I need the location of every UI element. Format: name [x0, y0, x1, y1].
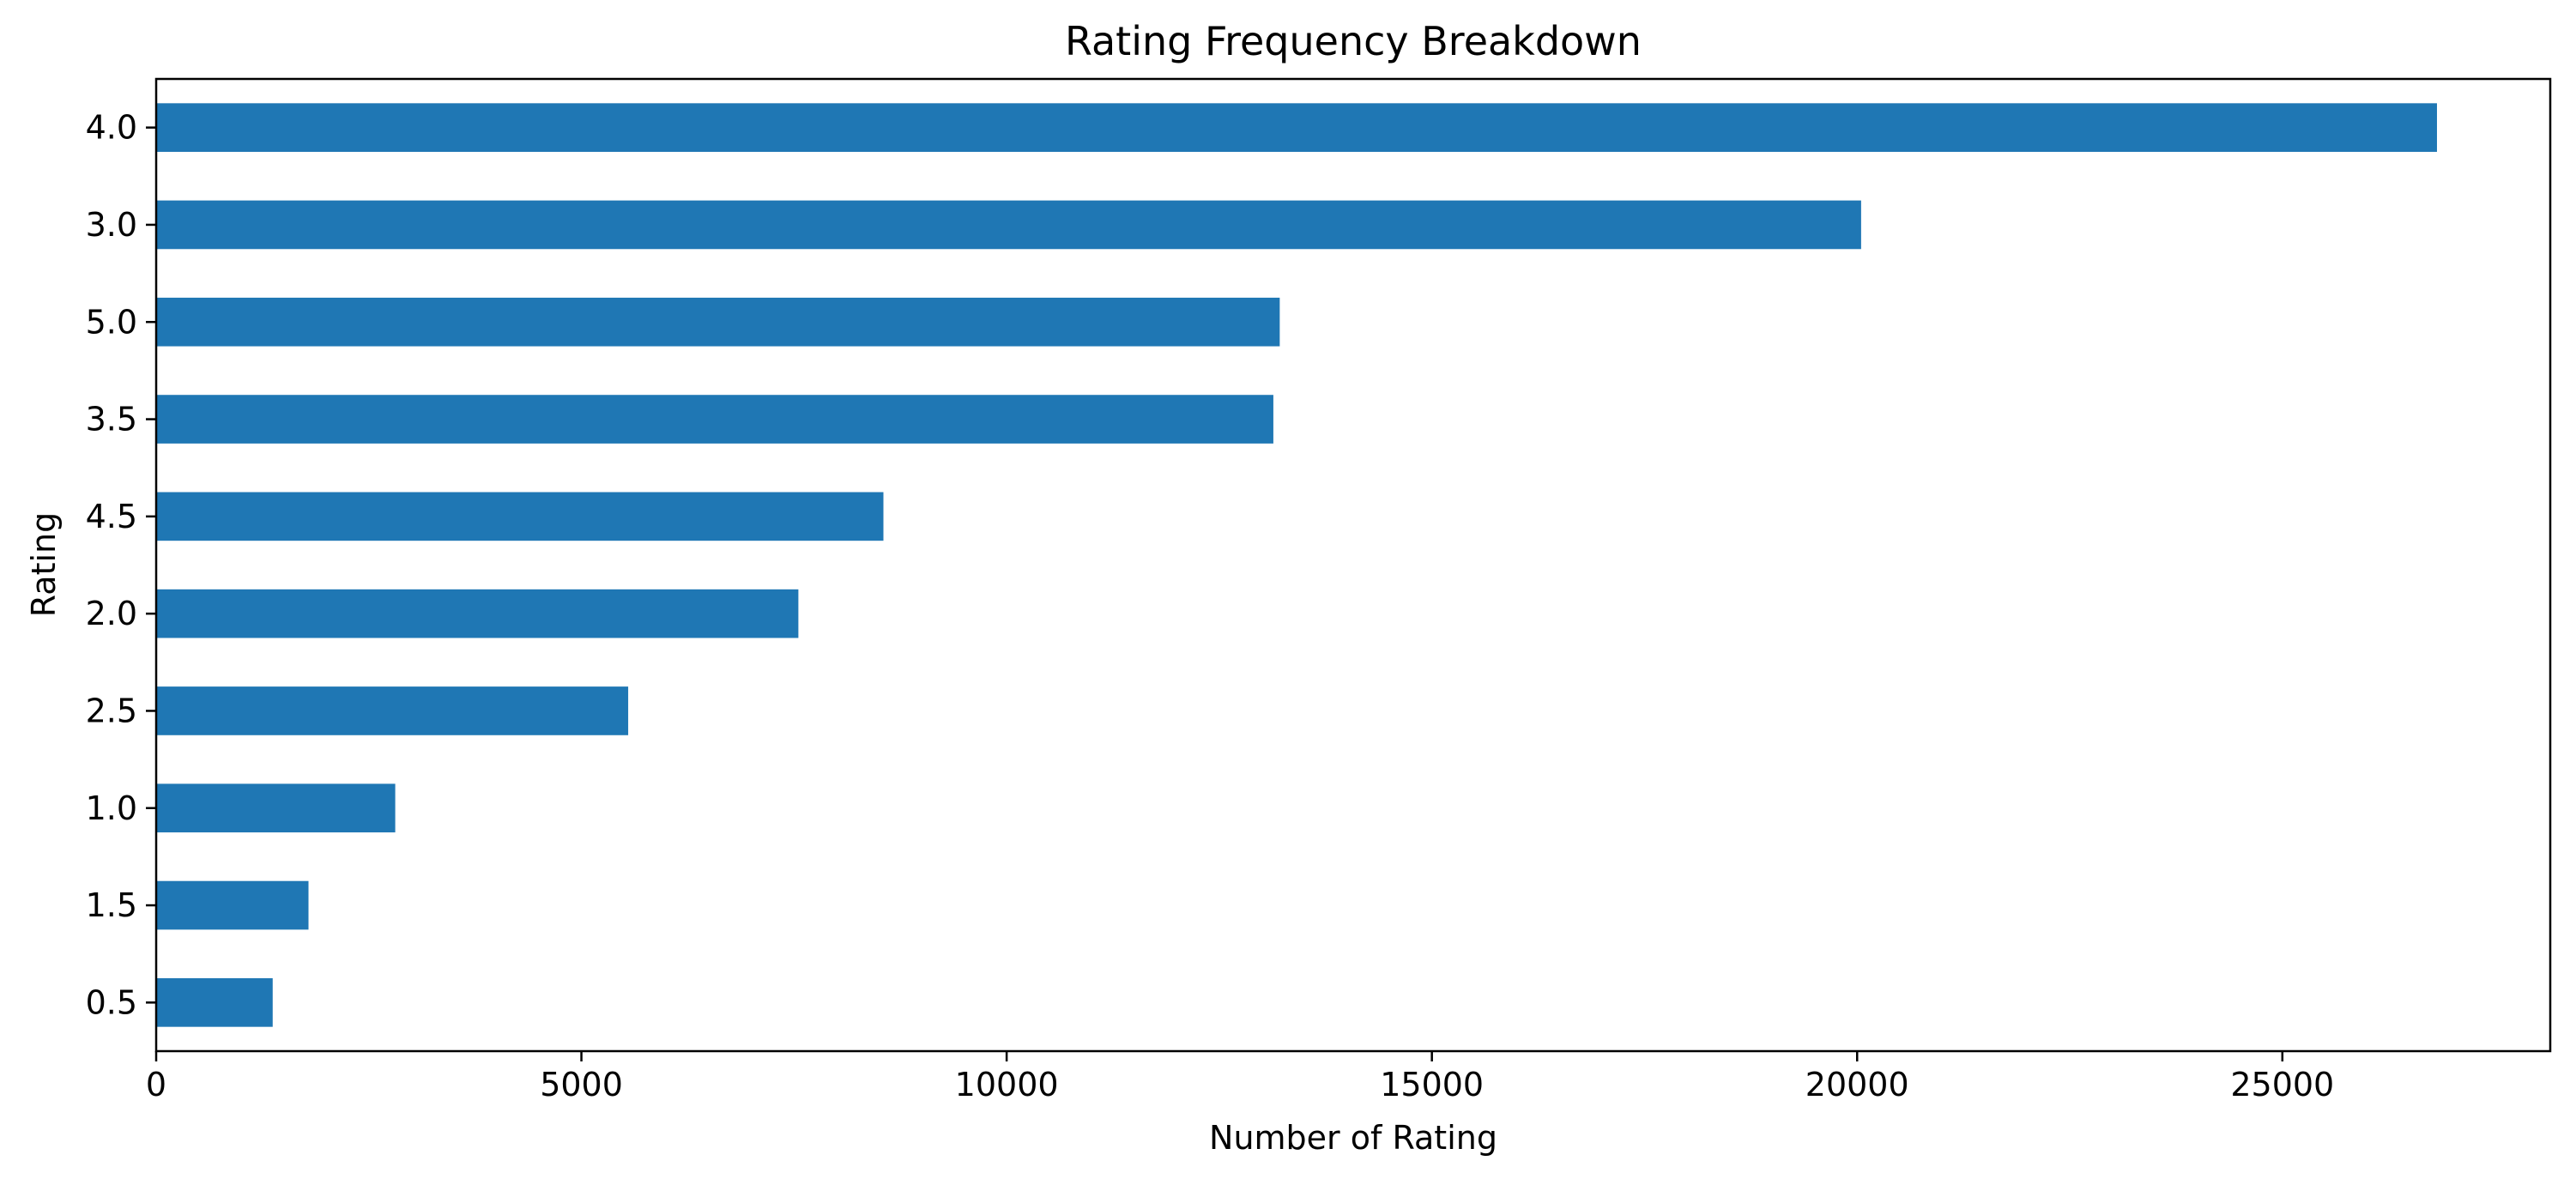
y-tick-label: 5.0	[86, 303, 137, 341]
bar-rating-4.0	[156, 103, 2437, 152]
x-tick-label: 15000	[1380, 1066, 1484, 1103]
bar-rating-1.5	[156, 880, 309, 930]
y-tick-label: 2.5	[86, 692, 137, 729]
bar-rating-3.0	[156, 200, 1861, 250]
y-axis-label: Rating	[25, 512, 63, 618]
plot-frame	[154, 77, 2552, 1053]
bar-rating-1.0	[156, 783, 396, 833]
bar-rating-4.5	[156, 492, 884, 541]
y-tick-label: 0.5	[86, 983, 137, 1021]
bars-group	[156, 103, 2437, 1027]
bar-rating-2.5	[156, 686, 629, 735]
bar-rating-3.5	[156, 395, 1273, 444]
x-axis-label: Number of Rating	[1209, 1119, 1497, 1157]
y-axis-ticks: 4.0 3.0 5.0 3.5 4.5 2.0 2.5 1.0 1.5 0.5	[86, 109, 156, 1021]
y-tick-label: 3.0	[86, 206, 137, 244]
x-axis-ticks: 0 5000 10000 15000 20000 25000	[146, 1051, 2334, 1103]
x-tick-label: 25000	[2230, 1066, 2334, 1103]
y-tick-label: 2.0	[86, 595, 137, 632]
bar-rating-2.0	[156, 589, 799, 638]
y-tick-label: 4.0	[86, 109, 137, 147]
x-tick-label: 5000	[540, 1066, 623, 1103]
x-tick-label: 20000	[1805, 1066, 1909, 1103]
bar-rating-0.5	[156, 978, 273, 1027]
y-tick-label: 1.5	[86, 886, 137, 924]
y-tick-label: 3.5	[86, 401, 137, 438]
y-tick-label: 4.5	[86, 498, 137, 535]
x-tick-label: 0	[146, 1066, 166, 1103]
x-tick-label: 10000	[955, 1066, 1059, 1103]
y-tick-label: 1.0	[86, 789, 137, 827]
chart-title: Rating Frequency Breakdown	[1065, 18, 1642, 64]
bar-rating-5.0	[156, 297, 1280, 347]
